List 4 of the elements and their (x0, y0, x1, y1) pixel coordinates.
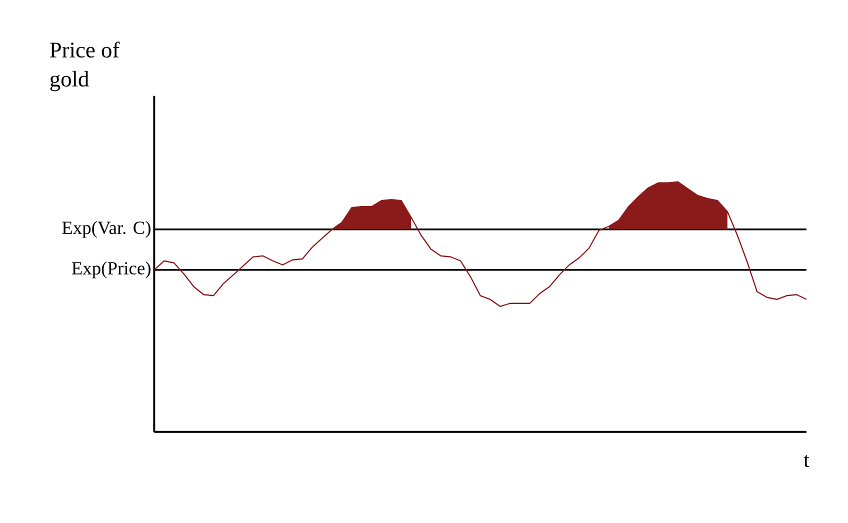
ref-line-label: Exp(Var. C) (62, 221, 150, 238)
x-axis-title: t (804, 455, 810, 468)
ref-line-label: Exp(Price) (72, 262, 150, 278)
y-axis-title: Price of gold (50, 42, 120, 92)
